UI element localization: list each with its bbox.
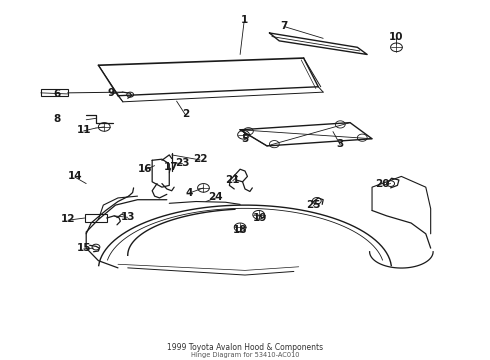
Text: 25: 25 <box>306 200 320 210</box>
Text: 18: 18 <box>233 225 247 235</box>
Text: 15: 15 <box>76 243 91 253</box>
Text: 10: 10 <box>389 32 404 41</box>
Text: 14: 14 <box>68 171 82 181</box>
Text: 13: 13 <box>121 212 135 221</box>
Text: 22: 22 <box>193 154 207 164</box>
Text: 4: 4 <box>185 188 193 198</box>
Text: 11: 11 <box>76 125 91 135</box>
Text: 16: 16 <box>138 164 152 174</box>
Text: 8: 8 <box>53 114 60 124</box>
Text: 2: 2 <box>182 109 189 119</box>
Bar <box>41 89 68 96</box>
Text: 1: 1 <box>241 15 247 26</box>
Bar <box>85 214 107 222</box>
Text: 21: 21 <box>225 175 240 185</box>
Text: 3: 3 <box>337 139 344 149</box>
Text: 6: 6 <box>53 89 60 99</box>
Text: 5: 5 <box>242 134 248 144</box>
Text: Hinge Diagram for 53410-AC010: Hinge Diagram for 53410-AC010 <box>191 352 299 358</box>
Text: 1999 Toyota Avalon Hood & Components: 1999 Toyota Avalon Hood & Components <box>167 343 323 352</box>
Text: 19: 19 <box>252 213 267 222</box>
Text: 23: 23 <box>175 158 190 168</box>
Text: 20: 20 <box>375 179 390 189</box>
Text: 9: 9 <box>107 88 114 98</box>
Text: 12: 12 <box>61 215 75 224</box>
Text: 7: 7 <box>280 21 288 31</box>
Text: 24: 24 <box>208 192 223 202</box>
Text: 17: 17 <box>164 162 178 172</box>
